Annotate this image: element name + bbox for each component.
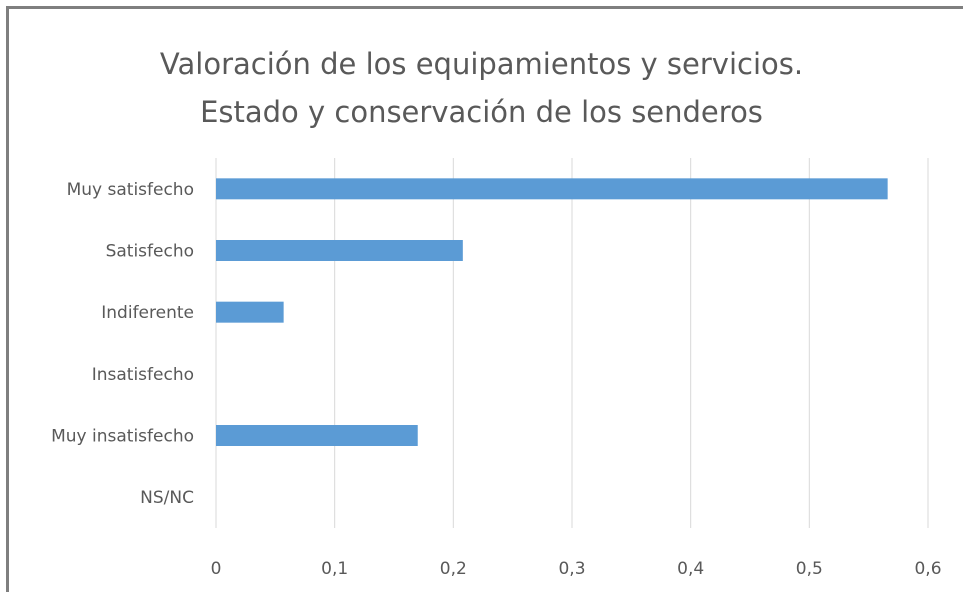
- category-label-4: Muy insatisfecho: [51, 427, 194, 447]
- x-tick-label-5: 0,5: [796, 559, 823, 579]
- x-tick-label-3: 0,3: [558, 559, 585, 579]
- chart-title-line-1: Valoración de los equipamientos y servic…: [159, 47, 804, 81]
- x-tick-label-2: 0,2: [440, 559, 467, 579]
- category-label-2: Indiferente: [101, 303, 194, 323]
- chart-title: Valoración de los equipamientos y servic…: [0, 40, 963, 136]
- chart-frame: [6, 6, 963, 592]
- category-label-3: Insatisfecho: [92, 365, 194, 385]
- category-label-0: Muy satisfecho: [67, 180, 194, 200]
- x-tick-label-6: 0,6: [914, 559, 941, 579]
- bar-0: [216, 178, 888, 200]
- bar-1: [216, 240, 463, 261]
- x-tick-label-1: 0,1: [321, 559, 348, 579]
- x-tick-label-0: 0: [211, 559, 222, 579]
- bar-4: [216, 425, 418, 446]
- category-label-5: NS/NC: [140, 488, 194, 508]
- category-label-1: Satisfecho: [106, 242, 194, 262]
- x-tick-label-4: 0,4: [677, 559, 704, 579]
- bar-2: [216, 301, 284, 323]
- chart-title-line-2: Estado y conservación de los senderos: [200, 95, 763, 129]
